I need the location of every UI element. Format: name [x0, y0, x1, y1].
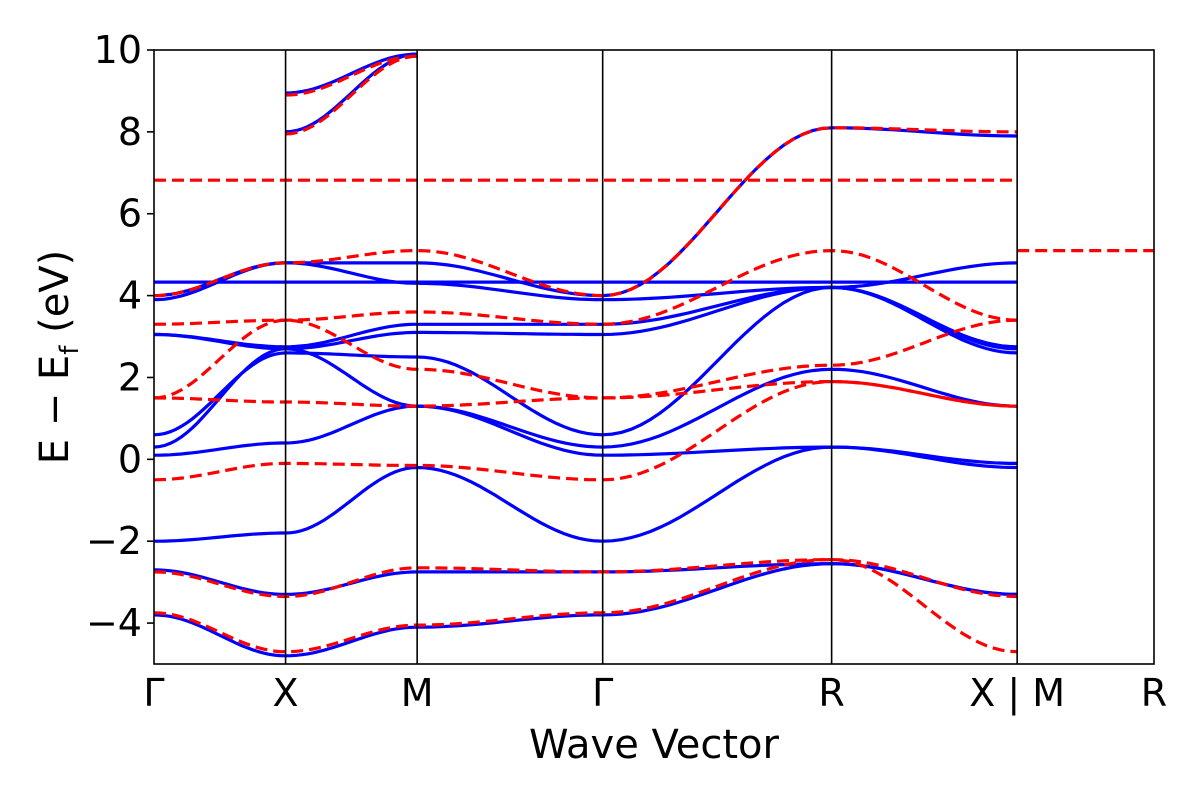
- red-dashed-band: [154, 248, 1018, 326]
- y-tick-label: 6: [118, 192, 142, 236]
- blue-solid-band: [154, 285, 1018, 437]
- red-dashed-band: [154, 557, 1018, 599]
- y-axis: 10 8 6 4 2 0 −2 −4: [86, 28, 154, 645]
- y-tick-label: 0: [118, 437, 142, 481]
- x-tick-label: Γ: [143, 671, 164, 715]
- y-axis-label-main: E − E: [32, 355, 78, 465]
- red-dashed-band: [154, 557, 1018, 654]
- kpoint-separators: [284, 50, 1018, 664]
- red-dashed-band: [154, 126, 1018, 298]
- y-axis-label: E − Ef (eV): [32, 250, 85, 465]
- x-tick-label: R: [1141, 671, 1167, 715]
- red-dashed-band: [154, 379, 1018, 482]
- blue-solid-band: [285, 52, 418, 95]
- y-tick-label: −4: [86, 601, 142, 645]
- blue-solid-band: [154, 285, 1018, 349]
- x-axis: Γ X M Γ R X | M R: [143, 671, 1167, 716]
- blue-solid-band: [154, 285, 1018, 351]
- y-tick-label: 2: [118, 355, 142, 399]
- x-tick-label: X: [273, 671, 299, 715]
- x-tick-label: M: [401, 671, 434, 715]
- red-dashed-band: [285, 54, 418, 136]
- red-dashed-band: [154, 318, 1018, 400]
- red-dashed-band: [154, 380, 1018, 408]
- plot-frame: [153, 49, 1155, 665]
- y-tick-label: 8: [118, 110, 142, 154]
- x-axis-label: Wave Vector: [529, 722, 780, 768]
- y-tick-label: −2: [86, 519, 142, 563]
- blue-solid-band: [154, 562, 1018, 658]
- blue-solid-band: [154, 404, 1018, 465]
- blue-solid-band: [154, 126, 1018, 298]
- red-dashed-band: [285, 54, 418, 97]
- x-tick-label: R: [818, 671, 844, 715]
- series-layer: [154, 52, 1154, 658]
- y-tick-label: 4: [118, 274, 142, 318]
- y-tick-label: 10: [94, 28, 142, 72]
- y-axis-label-subscript: f: [55, 345, 85, 355]
- x-tick-label: Γ: [592, 671, 613, 715]
- blue-solid-band: [154, 347, 1018, 449]
- blue-solid-band: [154, 445, 1018, 543]
- y-axis-label-unit: (eV): [32, 250, 78, 346]
- x-tick-label: X | M: [969, 671, 1065, 716]
